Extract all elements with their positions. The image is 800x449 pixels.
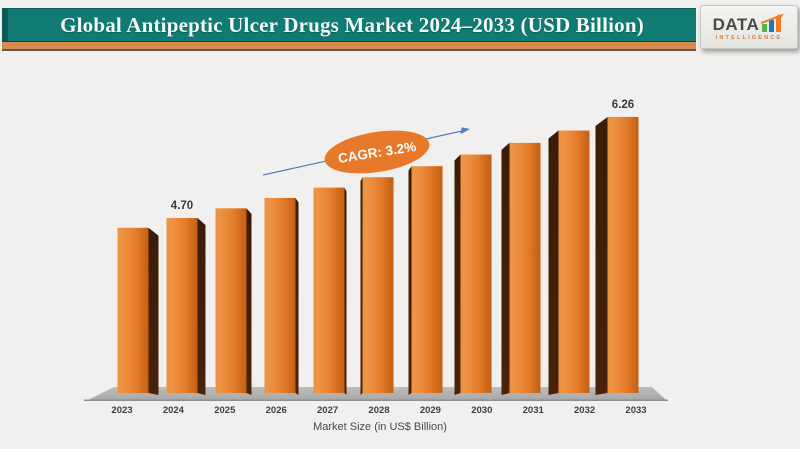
- bar-value-label: 6.26: [612, 99, 634, 111]
- x-tick-label: 2023: [111, 405, 132, 416]
- bar-side-face: [246, 208, 252, 395]
- x-tick-label: 2032: [574, 405, 595, 416]
- bar-front-face: [607, 116, 639, 394]
- bar-front-face: [166, 218, 198, 393]
- logo-arrow-head: [777, 13, 785, 19]
- cagr-badge: CAGR: 3.2%: [324, 130, 430, 174]
- x-tick-label: 2033: [625, 405, 646, 416]
- bar-side-face: [501, 142, 510, 395]
- page-title: Global Antipeptic Ulcer Drugs Market 202…: [60, 12, 644, 37]
- bar-value-label: 4.70: [171, 200, 193, 212]
- bar-front-face: [558, 130, 590, 393]
- bar-side-face: [595, 116, 608, 396]
- bar-side-face: [197, 218, 206, 395]
- x-tick-label: 2028: [368, 405, 389, 416]
- x-axis-title: Market Size (in US$ Billion): [313, 421, 447, 433]
- bar-front-face: [264, 197, 296, 393]
- header-accent-strip: [2, 41, 696, 51]
- header-bar: Global Antipeptic Ulcer Drugs Market 202…: [2, 8, 696, 41]
- bar-2032: [548, 130, 590, 395]
- bar-2024: 4.70: [166, 200, 206, 395]
- bar-2028: [360, 177, 394, 395]
- logo-bar-blue: [769, 19, 775, 32]
- bar-2023: [117, 227, 159, 395]
- logo-arrow-line: [761, 14, 781, 24]
- bar-side-face: [548, 130, 559, 395]
- bar-front-face: [117, 227, 149, 393]
- bar-side-face: [148, 227, 159, 395]
- bar-2030: [454, 154, 492, 395]
- logo-bar-green: [762, 23, 768, 32]
- bar-2026: [264, 197, 299, 395]
- bar-front-face: [411, 166, 443, 393]
- bar-front-face: [313, 187, 345, 393]
- trend-arrow-head: [460, 127, 470, 135]
- bar-2033: 6.26: [595, 99, 639, 396]
- x-tick-label: 2025: [214, 405, 236, 416]
- logo-chart-icon: [761, 13, 785, 32]
- bar-front-face: [215, 208, 247, 393]
- logo-bar-orange: [776, 15, 782, 32]
- logo-text: DATA: [712, 14, 760, 34]
- bar-side-face: [295, 197, 299, 395]
- bar-side-face: [360, 177, 363, 395]
- x-tick-label: 2027: [317, 405, 338, 416]
- bar-side-face: [344, 187, 347, 395]
- x-tick-label: 2026: [266, 405, 287, 416]
- bar-front-face: [362, 177, 394, 393]
- logo: DATA INTELLIGENCE: [700, 5, 798, 49]
- cagr-ellipse: [324, 130, 430, 174]
- bar-side-face: [408, 166, 412, 395]
- x-tick-label: 2029: [420, 405, 441, 416]
- x-tick-label: 2031: [523, 405, 545, 416]
- logo-row: DATA: [712, 13, 786, 34]
- x-tick-label: 2030: [471, 405, 492, 416]
- x-axis-line: [84, 399, 668, 401]
- bar-2027: [313, 187, 347, 395]
- bar-2025: [215, 208, 252, 395]
- logo-subtext: INTELLIGENCE: [715, 34, 783, 41]
- x-tick-label: 2024: [163, 405, 185, 416]
- bar-2029: [408, 166, 443, 395]
- bar-front-face: [509, 142, 541, 393]
- bar-2031: [501, 142, 541, 395]
- bar-side-face: [454, 154, 461, 395]
- bar-front-face: [460, 154, 492, 393]
